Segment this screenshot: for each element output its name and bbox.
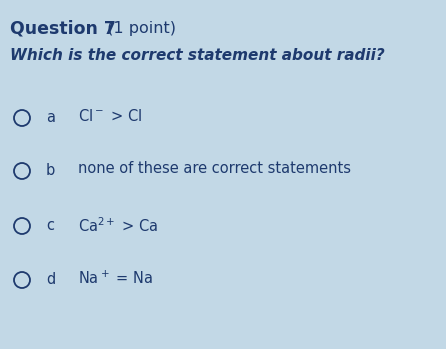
Text: Ca$^{2+}$ > Ca: Ca$^{2+}$ > Ca [78, 216, 158, 235]
Text: Question 7: Question 7 [10, 20, 116, 38]
Text: a: a [46, 110, 55, 125]
Text: none of these are correct statements: none of these are correct statements [78, 161, 351, 176]
Text: b: b [46, 163, 55, 178]
Text: Cl$^-$ > Cl: Cl$^-$ > Cl [78, 108, 142, 124]
Text: (1 point): (1 point) [102, 21, 176, 36]
Text: Which is the correct statement about radii?: Which is the correct statement about rad… [10, 48, 385, 63]
Text: d: d [46, 272, 55, 287]
Text: Na$^+$ = Na: Na$^+$ = Na [78, 270, 153, 287]
Text: c: c [46, 218, 54, 233]
